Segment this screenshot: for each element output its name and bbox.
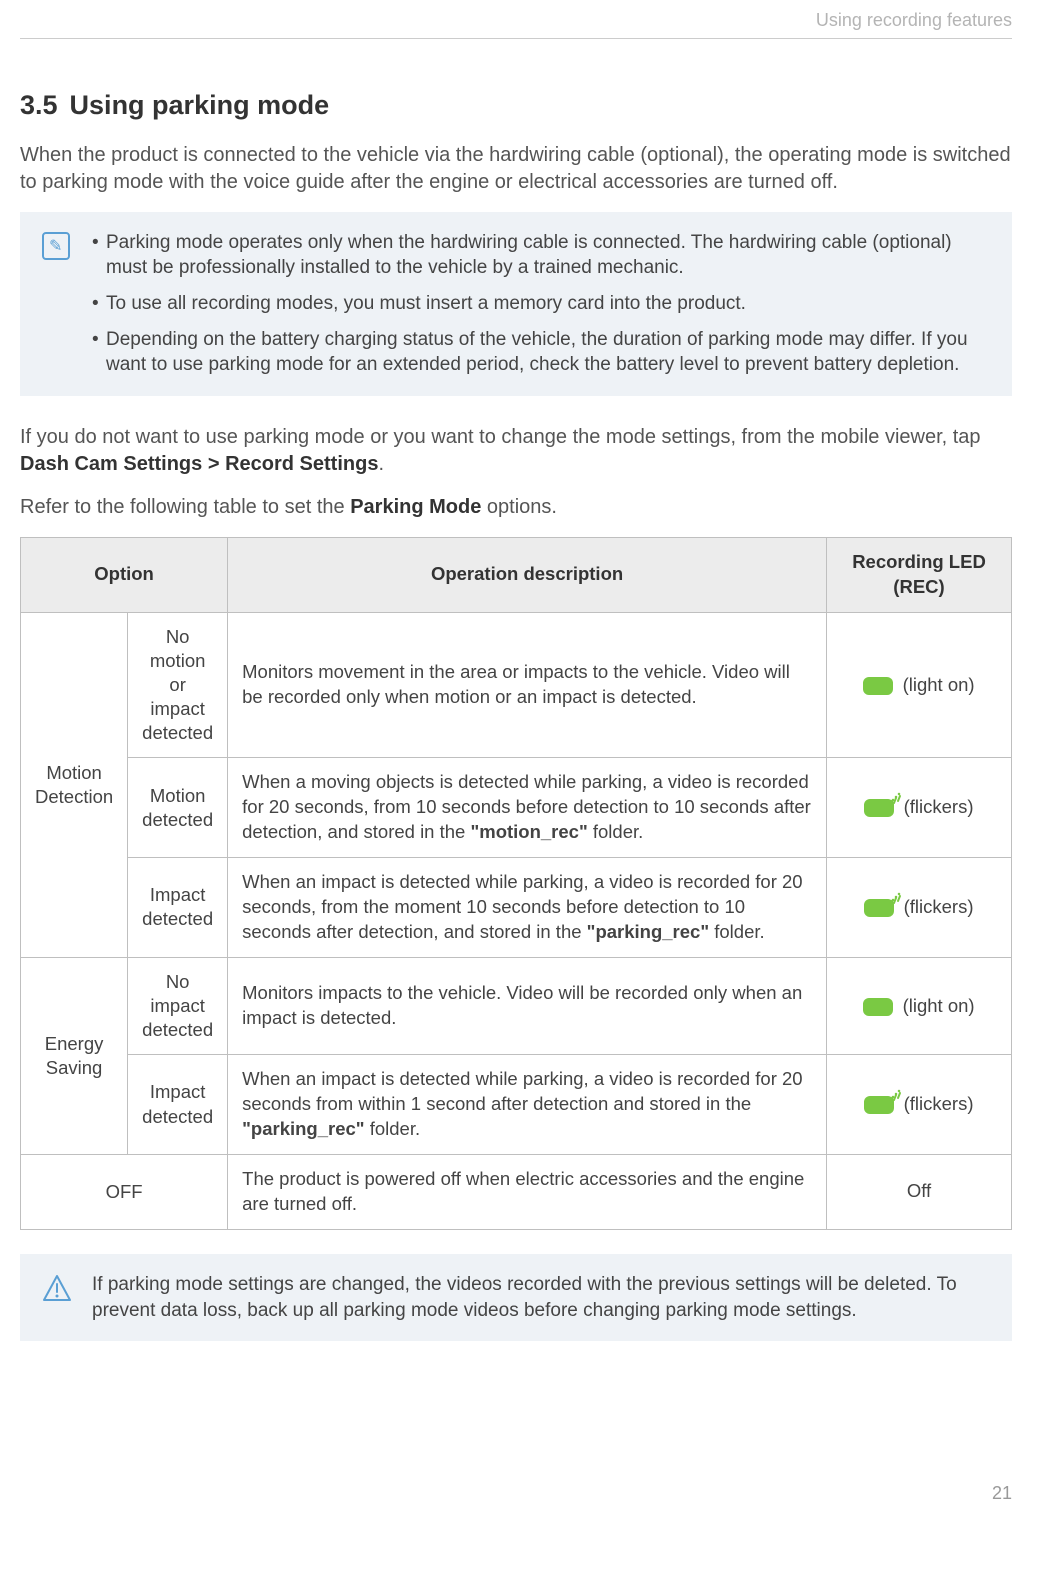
table-intro-bold: Parking Mode: [350, 496, 481, 518]
led-off: Off: [827, 1154, 1012, 1229]
led-cell: (light on): [827, 612, 1012, 757]
warning-text: If parking mode settings are changed, th…: [92, 1272, 990, 1323]
section-heading: 3.5 Using parking mode: [20, 87, 1012, 123]
desc-post: folder.: [588, 821, 644, 842]
option-main: Motion Detection: [21, 612, 128, 957]
option-desc: Monitors movement in the area or impacts…: [228, 612, 827, 757]
led-cell: (flickers): [827, 758, 1012, 858]
instr-post: .: [378, 453, 384, 475]
flicker-rays-icon: [888, 791, 902, 805]
desc-post: folder.: [709, 921, 765, 942]
warning-callout: If parking mode settings are changed, th…: [20, 1254, 1012, 1341]
led-indicator-flicker-icon: [864, 799, 894, 817]
chevron-right-icon: >: [208, 453, 220, 475]
led-label: (flickers): [904, 1093, 974, 1114]
table-row: Motion detected When a moving objects is…: [21, 758, 1012, 858]
folder-name: "parking_rec": [587, 921, 709, 942]
page-header: Using recording features: [20, 0, 1012, 39]
breadcrumb: Using recording features: [816, 10, 1012, 30]
option-sub: Motion detected: [128, 758, 228, 858]
warning-icon-column: [42, 1272, 76, 1323]
option-desc: When an impact is detected while parking…: [228, 1055, 827, 1155]
option-off: OFF: [21, 1154, 228, 1229]
led-label: (flickers): [904, 796, 974, 817]
th-desc: Operation description: [228, 537, 827, 612]
option-sub: Impact detected: [128, 1055, 228, 1155]
flicker-rays-icon: [888, 891, 902, 905]
settings-instruction: If you do not want to use parking mode o…: [20, 424, 1012, 478]
led-indicator-flicker-icon: [864, 899, 894, 917]
option-desc: Monitors impacts to the vehicle. Video w…: [228, 957, 827, 1054]
th-option: Option: [21, 537, 228, 612]
settings-path-1: Dash Cam Settings: [20, 453, 202, 475]
desc-post: folder.: [365, 1118, 421, 1139]
table-intro-pre: Refer to the following table to set the: [20, 496, 350, 518]
led-indicator-icon: [863, 998, 893, 1016]
note-icon: [42, 232, 70, 260]
table-header-row: Option Operation description Recording L…: [21, 537, 1012, 612]
flicker-rays-icon: [888, 1088, 902, 1102]
folder-name: "parking_rec": [242, 1118, 364, 1139]
led-cell: (light on): [827, 957, 1012, 1054]
table-intro: Refer to the following table to set the …: [20, 494, 1012, 521]
th-led: Recording LED (REC): [827, 537, 1012, 612]
instr-pre: If you do not want to use parking mode o…: [20, 426, 981, 448]
led-cell: (flickers): [827, 1055, 1012, 1155]
table-row: Impact detected When an impact is detect…: [21, 858, 1012, 958]
desc-pre: When an impact is detected while parking…: [242, 1068, 802, 1114]
section-title-text: Using parking mode: [70, 90, 330, 120]
led-indicator-icon: [863, 677, 893, 695]
led-label: (light on): [903, 995, 975, 1016]
option-sub: Impact detected: [128, 858, 228, 958]
option-main: Energy Saving: [21, 957, 128, 1154]
led-label: (light on): [903, 674, 975, 695]
table-row: Energy Saving No impact detected Monitor…: [21, 957, 1012, 1054]
note-icon-column: [42, 230, 76, 378]
settings-path-2: Record Settings: [225, 453, 378, 475]
note-callout: Parking mode operates only when the hard…: [20, 212, 1012, 396]
parking-mode-table: Option Operation description Recording L…: [20, 537, 1012, 1230]
note-item: Parking mode operates only when the hard…: [92, 230, 990, 281]
table-row: Impact detected When an impact is detect…: [21, 1055, 1012, 1155]
table-row: Motion Detection No motion or impact det…: [21, 612, 1012, 757]
table-row: OFF The product is powered off when elec…: [21, 1154, 1012, 1229]
option-sub: No motion or impact detected: [128, 612, 228, 757]
note-item: Depending on the battery charging status…: [92, 327, 990, 378]
page-number: 21: [20, 1481, 1012, 1505]
led-label: (flickers): [904, 896, 974, 917]
table-intro-post: options.: [481, 496, 557, 518]
led-cell: (flickers): [827, 858, 1012, 958]
warning-icon: [42, 1286, 72, 1307]
section-intro: When the product is connected to the veh…: [20, 142, 1012, 196]
section-number: 3.5: [20, 90, 58, 120]
option-desc: When an impact is detected while parking…: [228, 858, 827, 958]
option-desc: The product is powered off when electric…: [228, 1154, 827, 1229]
led-indicator-flicker-icon: [864, 1096, 894, 1114]
note-list: Parking mode operates only when the hard…: [92, 230, 990, 378]
note-item: To use all recording modes, you must ins…: [92, 291, 990, 317]
option-sub: No impact detected: [128, 957, 228, 1054]
option-desc: When a moving objects is detected while …: [228, 758, 827, 858]
folder-name: "motion_rec": [470, 821, 587, 842]
